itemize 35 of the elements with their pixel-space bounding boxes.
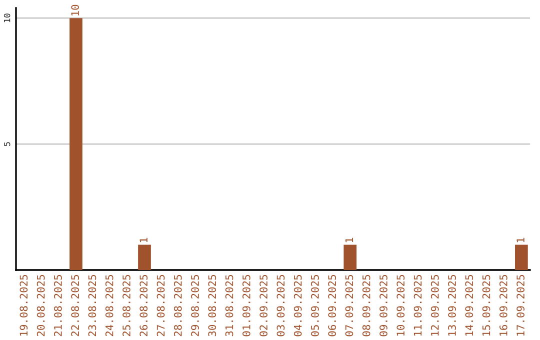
- data-label: 1: [140, 238, 148, 242]
- x-tick-label: 24.08.2025: [105, 275, 114, 336]
- x-tick-label: 16.09.2025: [499, 275, 508, 336]
- x-tick-label: 13.09.2025: [448, 275, 456, 336]
- x-tick-label: 08.09.2025: [362, 275, 370, 336]
- x-tick-label: 30.08.2025: [208, 275, 216, 336]
- x-tick-label: 27.08.2025: [156, 275, 165, 336]
- x-tick-label: 19.08.2025: [20, 275, 28, 336]
- x-tick-label: 28.08.2025: [174, 275, 182, 336]
- x-tick-label: 22.08.2025: [71, 275, 80, 336]
- x-tick-label: 07.09.2025: [345, 275, 354, 336]
- data-label: 10: [71, 4, 80, 16]
- x-tick-label: 02.09.2025: [260, 275, 268, 336]
- x-tick-label: 17.09.2025: [516, 275, 524, 336]
- x-tick-label: 20.08.2025: [36, 275, 45, 336]
- x-tick-label: 09.09.2025: [380, 275, 388, 336]
- x-tick-label: 21.08.2025: [54, 275, 62, 336]
- data-label: 1: [516, 238, 524, 242]
- x-tick-label: 12.09.2025: [430, 275, 439, 336]
- x-tick-label: 25.08.2025: [122, 275, 130, 336]
- x-tick-label: 10.09.2025: [396, 275, 405, 336]
- x-tick-label: 23.08.2025: [88, 275, 96, 336]
- x-tick-label: 05.09.2025: [311, 275, 319, 336]
- y-tick-label: 5: [4, 142, 10, 146]
- x-tick-label: 03.09.2025: [276, 275, 285, 336]
- x-tick-label: 01.09.2025: [242, 275, 250, 336]
- x-tick-label: 31.08.2025: [225, 275, 234, 336]
- data-label: 1: [345, 238, 353, 242]
- x-tick-label: 11.09.2025: [414, 275, 422, 336]
- x-tick-label: 14.09.2025: [465, 275, 474, 336]
- x-tick-label: 04.09.2025: [294, 275, 302, 336]
- x-tick-label: 15.09.2025: [482, 275, 490, 336]
- x-tick-label: 26.08.2025: [140, 275, 148, 336]
- x-tick-label: 06.09.2025: [328, 275, 336, 336]
- x-tick-label: 29.08.2025: [191, 275, 199, 336]
